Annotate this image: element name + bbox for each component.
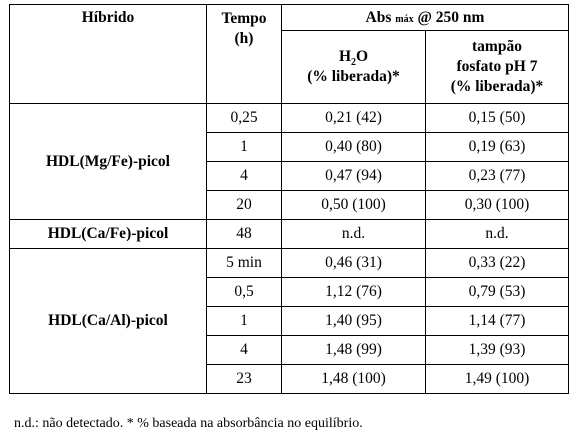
time-cell: 23 <box>206 364 282 394</box>
buffer-cell: 0,15 (50) <box>425 103 569 133</box>
buffer-cell: 0,30 (100) <box>425 190 569 220</box>
time-cell: 48 <box>206 219 282 249</box>
hybrid-name-cell: HDL(Ca/Al)-picol <box>9 248 207 394</box>
buffer-cell: 0,19 (63) <box>425 132 569 162</box>
hybrid-name-cell: HDL(Ca/Fe)-picol <box>9 219 207 249</box>
table-row: 4 0,47 (94) 0,23 (77) <box>10 161 569 191</box>
time-cell: 20 <box>206 190 282 220</box>
buffer-cell: 0,79 (53) <box>425 277 569 307</box>
header-abs-prefix: Abs <box>365 8 392 26</box>
h2o-cell: 1,12 (76) <box>281 277 426 307</box>
header-abs-suffix: @ 250 nm <box>417 8 485 26</box>
h2o-cell: 1,48 (99) <box>281 335 426 365</box>
buffer-cell: 0,33 (22) <box>425 248 569 278</box>
h2o-cell: 1,40 (95) <box>281 306 426 336</box>
time-cell: 4 <box>206 161 282 191</box>
h2o-cell: 0,47 (94) <box>281 161 426 191</box>
header-time-label: Tempo <box>221 10 267 27</box>
buffer-cell: 1,14 (77) <box>425 306 569 336</box>
header-h2o-percent: (% liberada)* <box>307 68 400 85</box>
time-cell: 5 min <box>206 248 282 278</box>
buffer-cell: 1,39 (93) <box>425 335 569 365</box>
header-buffer-l3: (% liberada)* <box>450 78 544 95</box>
header-h2o-h: H <box>338 48 351 65</box>
buffer-cell: n.d. <box>425 219 569 249</box>
time-cell: 1 <box>206 132 282 162</box>
header-buffer-l1: tampão <box>472 38 522 55</box>
table-row: HDL(Mg/Fe)-picol 0,25 0,21 (42) 0,15 (50) <box>9 103 569 220</box>
h2o-cell: n.d. <box>281 219 426 249</box>
table-row: 20 0,50 (100) 0,30 (100) <box>10 190 569 220</box>
time-cell: 0,25 <box>206 103 282 133</box>
time-cell: 0,5 <box>206 277 282 307</box>
table-row: 0,5 1,12 (76) 0,79 (53) <box>10 277 569 307</box>
release-table: Híbrido Tempo (h) Abs máx @ 250 nm H2O (% … <box>9 4 569 394</box>
time-cell: 1 <box>206 306 282 336</box>
header-buffer-l2: fosfato pH 7 <box>456 58 538 75</box>
header-time-unit: (h) <box>234 30 254 47</box>
h2o-cell: 0,46 (31) <box>281 248 426 278</box>
h2o-cell: 0,40 (80) <box>281 132 426 162</box>
table-row: 1 0,40 (80) 0,19 (63) <box>10 132 569 162</box>
h2o-cell: 1,48 (100) <box>281 364 426 394</box>
table-row: 23 1,48 (100) 1,49 (100) <box>10 364 569 394</box>
header-abs-sub: máx <box>395 13 414 25</box>
table-body: HDL(Mg/Fe)-picol 0,25 0,21 (42) 0,15 (50) 1 0… <box>9 103 569 394</box>
time-cell: 4 <box>206 335 282 365</box>
buffer-cell: 0,23 (77) <box>425 161 569 191</box>
footnote: n.d.: não detectado. * % baseada na abso… <box>14 416 363 431</box>
header-buffer: tampão fosfato pH 7 (% liberada)* <box>425 30 569 104</box>
header-h2o-sub: 2 <box>351 57 356 69</box>
hybrid-name-cell: HDL(Mg/Fe)-picol <box>9 103 207 220</box>
header-hybrid: Híbrido <box>9 4 207 104</box>
table-row: HDL(Ca/Fe)-picol 48 n.d. n.d. <box>9 219 569 249</box>
header-time: Tempo (h) <box>206 4 282 104</box>
header-h2o: H2O (% liberada)* <box>281 30 426 104</box>
h2o-cell: 0,50 (100) <box>281 190 426 220</box>
buffer-cell: 1,49 (100) <box>425 364 569 394</box>
table-row: HDL(Ca/Al)-picol 5 min 0,46 (31) 0,33 (22) <box>9 248 569 394</box>
header-abs: Abs máx @ 250 nm <box>281 4 569 31</box>
table-row: 1 1,40 (95) 1,14 (77) <box>10 306 569 336</box>
header-h2o-o: O <box>356 48 369 65</box>
h2o-cell: 0,21 (42) <box>281 103 426 133</box>
